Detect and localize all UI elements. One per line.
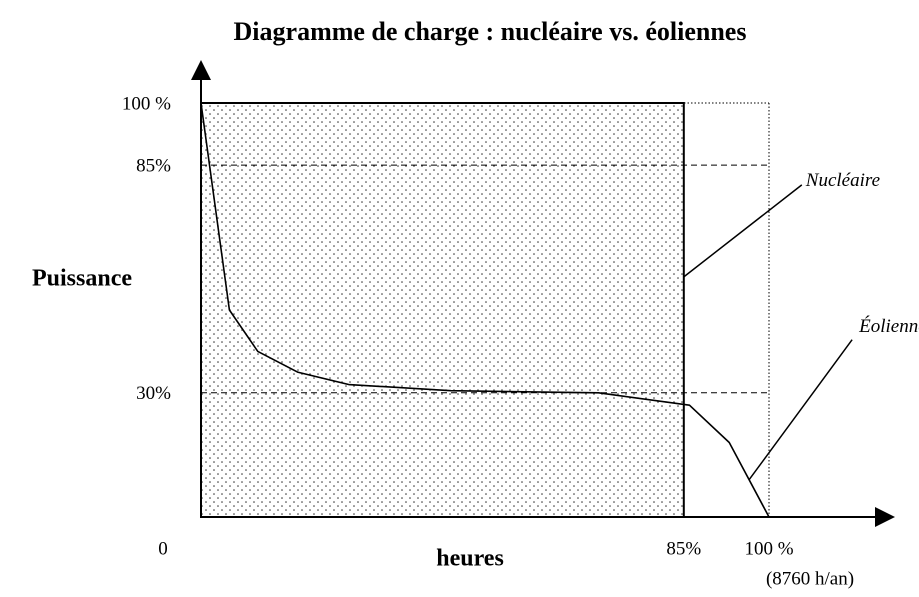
- x-axis-label: heures: [436, 546, 504, 572]
- leader-line: [683, 184, 803, 278]
- area: [200, 102, 685, 518]
- series-label: Éoliennes: [858, 315, 919, 337]
- x-tick-label: 0: [158, 538, 168, 559]
- leader-line: [748, 339, 853, 481]
- y-tick-label: 100 %: [122, 93, 171, 114]
- y-tick-label: 30%: [136, 383, 171, 404]
- series-label: Nucléaire: [805, 170, 880, 191]
- x-tick-label: 100 %: [744, 538, 793, 559]
- x-tick-label: 85%: [666, 538, 701, 559]
- line: [200, 102, 770, 518]
- chart-title: Diagramme de charge : nucléaire vs. éoli…: [234, 17, 747, 46]
- y-axis-label: Puissance: [32, 266, 132, 292]
- y-tick-label: 85%: [136, 155, 171, 176]
- annotation: (8760 h/an): [766, 568, 854, 589]
